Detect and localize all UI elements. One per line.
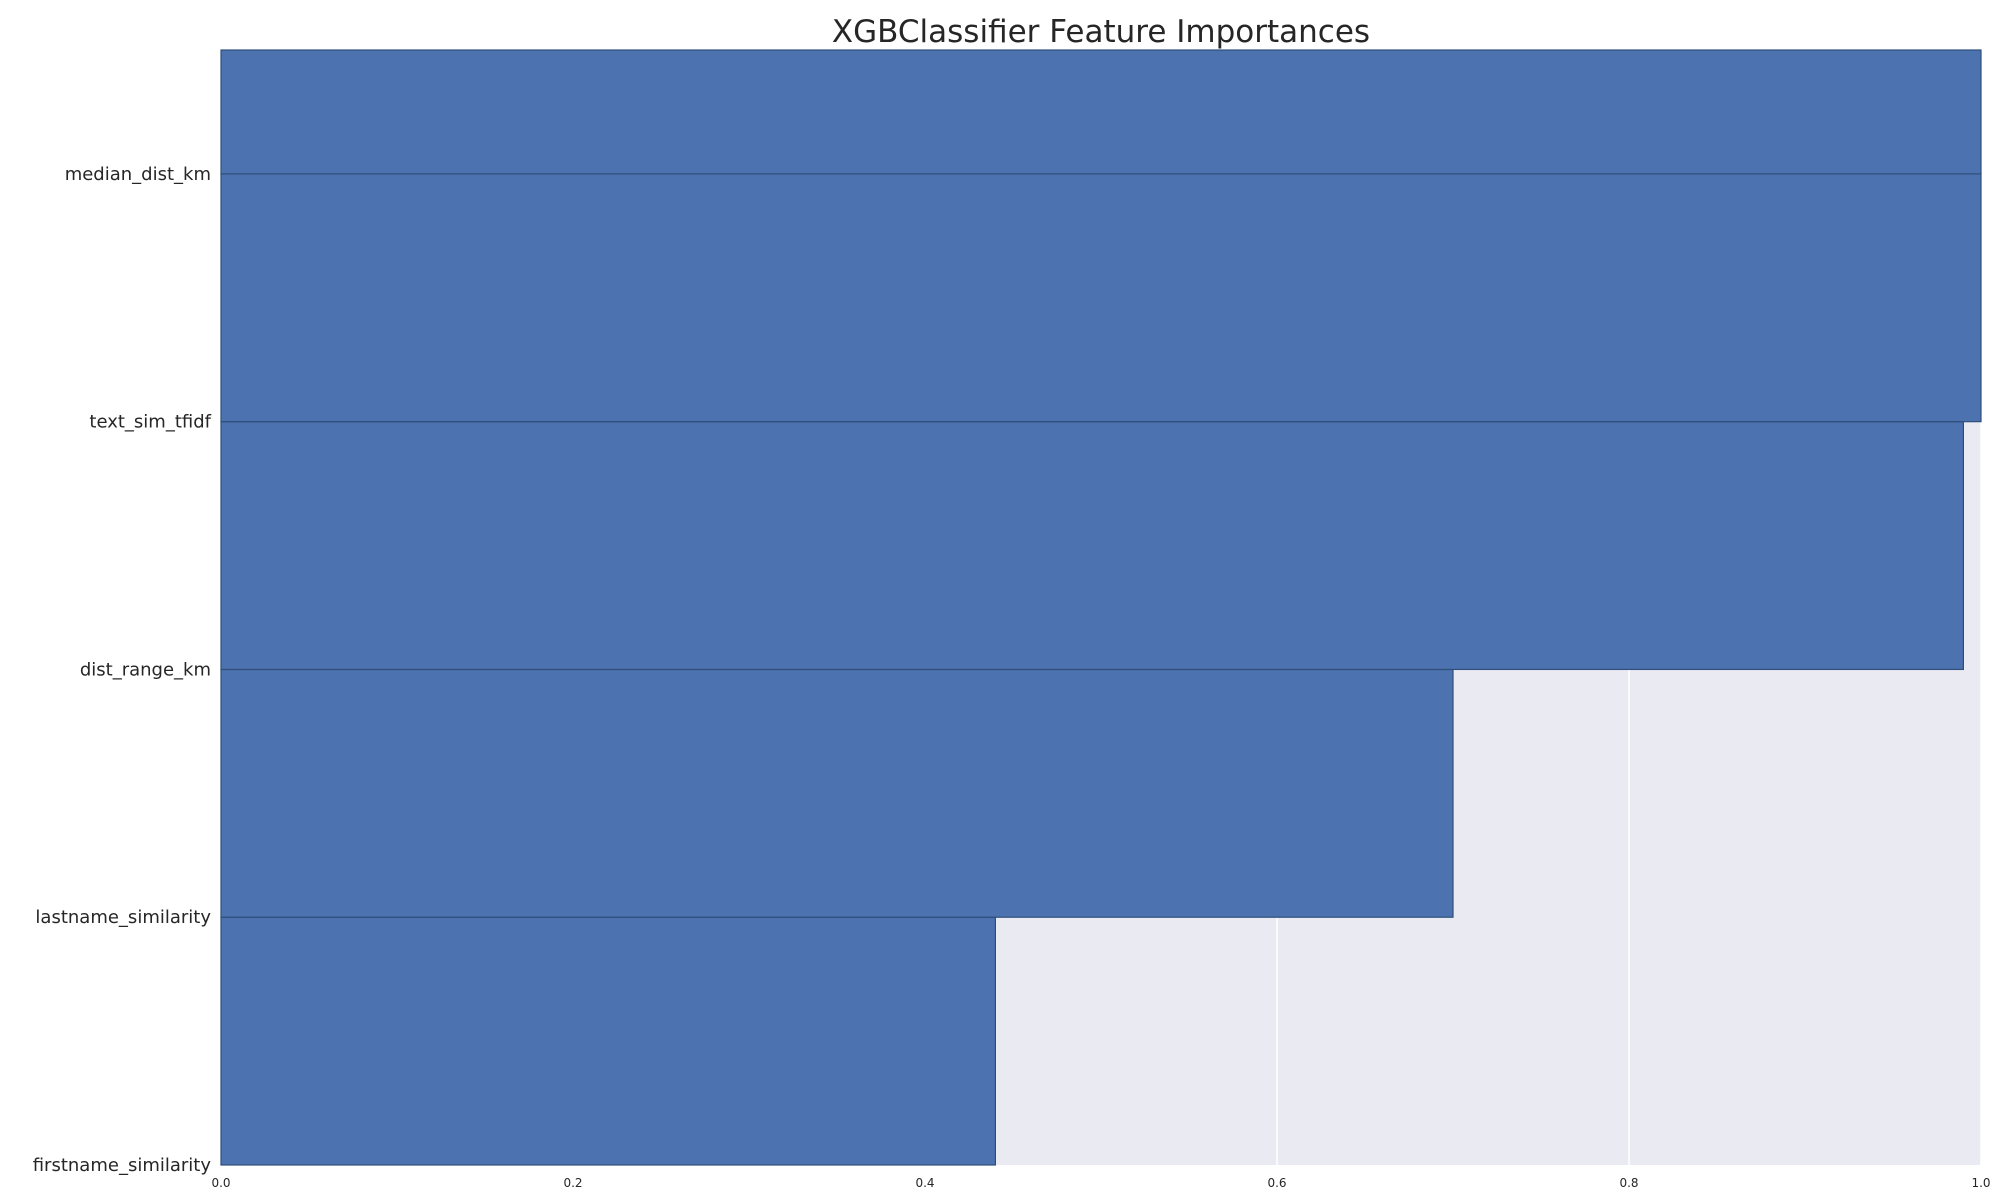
x-tick-label: 0.2 [563, 1176, 582, 1190]
y-tick-label: text_sim_tfidf [89, 412, 211, 433]
x-tick-labels: 0.0 0.2 0.4 0.6 0.8 1.0 [211, 1176, 1990, 1190]
bar-firstname-similarity [220, 916, 997, 1166]
y-tick-labels: firstname_similarity lastname_similarity d… [33, 164, 212, 1176]
bar-lastname-similarity [220, 668, 1454, 918]
x-tick-label: 0.4 [915, 1176, 934, 1190]
bar-text-sim-tfidf [220, 173, 1982, 423]
x-tick-label: 0.6 [1267, 1176, 1286, 1190]
y-tick-label: lastname_similarity [35, 907, 211, 928]
x-tick-label: 0.0 [211, 1176, 230, 1190]
y-tick-label: firstname_similarity [33, 1155, 212, 1176]
bars [220, 49, 1982, 1166]
x-tick-label: 1.0 [1971, 1176, 1990, 1190]
y-tick-label: dist_range_km [80, 659, 211, 680]
chart-title: XGBClassifier Feature Importances [832, 14, 1370, 50]
bar-median-dist-km [220, 49, 1982, 175]
bar-dist-range-km [220, 421, 1965, 671]
y-tick-label: median_dist_km [65, 164, 211, 185]
x-tick-label: 0.8 [1619, 1176, 1638, 1190]
